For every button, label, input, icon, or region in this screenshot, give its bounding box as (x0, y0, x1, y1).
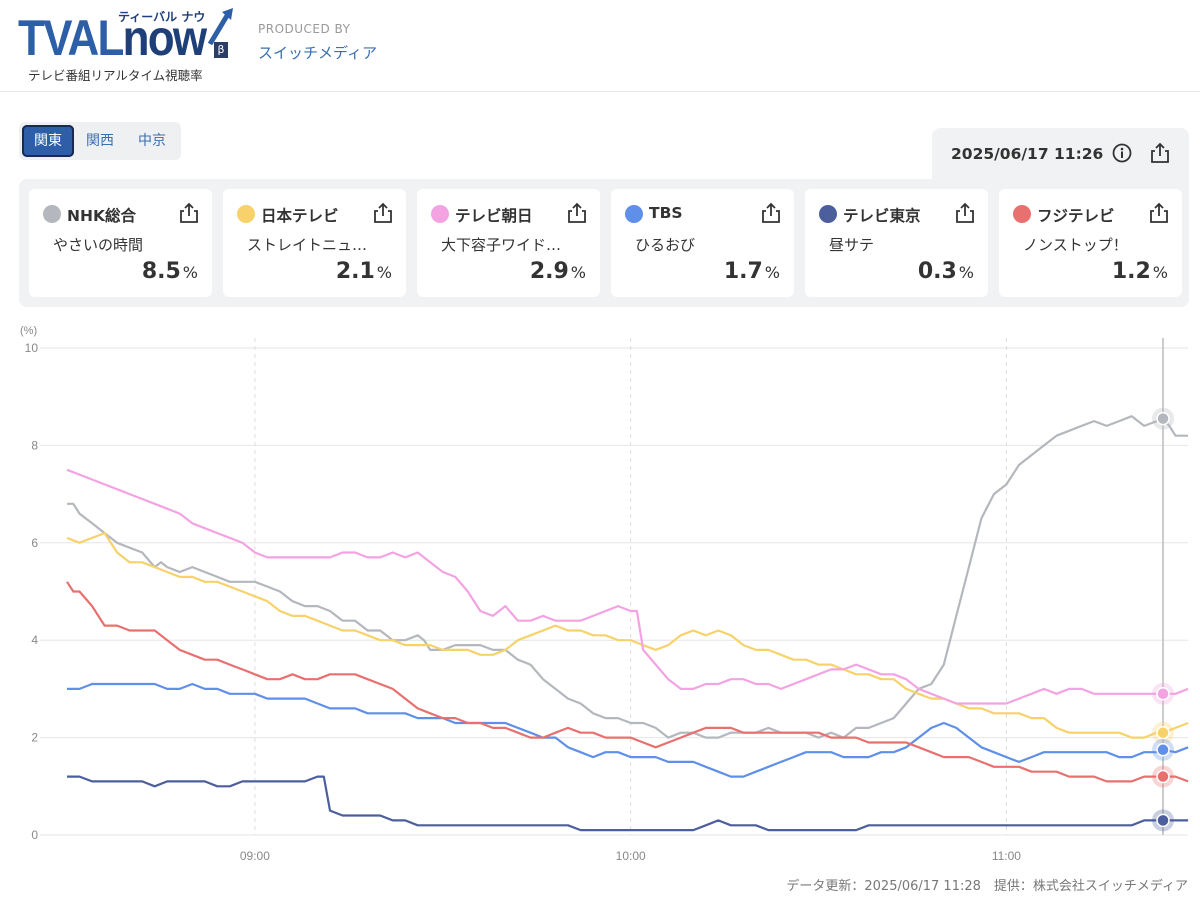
series-line-tv-asahi (66, 468, 1189, 705)
ratings-line-chart: 0 2 4 6 8 10 (%) 09:00 10:00 11:00 (20, 325, 1189, 863)
y-tick-label: 8 (31, 438, 38, 452)
program-title: やさいの時間 (53, 236, 144, 254)
channel-name: TBS (649, 204, 683, 222)
program-title: ノンストップ！ (1023, 236, 1128, 254)
channel-color-dot (43, 205, 61, 223)
share-icon[interactable] (760, 202, 782, 224)
y-tick-label: 2 (31, 731, 38, 745)
program-title: ひるおび (635, 236, 696, 254)
channel-card-ntv[interactable]: 日本テレビ ストレイトニュ… 2.1% (223, 189, 406, 297)
data-update-footer: データ更新：2025/06/17 11:28 提供：株式会社スイッチメディア (786, 879, 1188, 894)
channel-color-dot (237, 205, 255, 223)
program-title: 昼サテ (829, 236, 875, 254)
share-icon[interactable] (566, 202, 588, 224)
channel-card-nhk[interactable]: NHK総合 やさいの時間 8.5% (29, 189, 212, 297)
channel-name: フジテレビ (1037, 207, 1115, 225)
share-icon[interactable] (178, 202, 200, 224)
current-marker-ntv (1156, 725, 1170, 740)
channel-card-tbs[interactable]: TBS ひるおび 1.7% (611, 189, 794, 297)
ratings-panel (19, 179, 1189, 307)
y-tick-label: 10 (25, 341, 39, 355)
logo-wordmark: TVALnow (18, 10, 207, 66)
channel-card-tv-asahi[interactable]: テレビ朝日 大下容子ワイド… 2.9% (417, 189, 600, 297)
share-icon[interactable] (1149, 142, 1171, 164)
rating-value: 1.7% (723, 259, 780, 284)
current-marker-tv-tokyo (1156, 813, 1170, 828)
x-tick-label: 10:00 (616, 849, 646, 863)
channel-color-dot (1013, 205, 1031, 223)
logo-kana: ティーバル ナウ (118, 10, 206, 24)
channel-name: テレビ朝日 (455, 207, 533, 225)
channel-card-tv-tokyo[interactable]: テレビ東京 昼サテ 0.3% (805, 189, 988, 297)
series-line-tbs (67, 682, 1189, 778)
tab-chukyo[interactable]: 中京 (138, 133, 166, 149)
datetime-tab (932, 128, 1189, 188)
program-title: ストレイトニュ… (247, 236, 368, 254)
x-tick-label: 09:00 (240, 849, 270, 863)
series-line-tv-tokyo (67, 775, 1189, 832)
channel-card-fuji[interactable]: フジテレビ ノンストップ！ 1.2% (999, 189, 1182, 297)
y-tick-label: 6 (31, 536, 38, 550)
logo-beta-badge: β (214, 42, 228, 58)
y-axis-unit-label: (%) (20, 325, 37, 337)
current-marker-tv-asahi (1156, 687, 1170, 701)
series-line-nhk (67, 415, 1189, 739)
datetime-label: 2025/06/17 11:26 (951, 145, 1104, 163)
channel-name: NHK総合 (67, 207, 136, 225)
info-icon[interactable] (1112, 143, 1132, 163)
share-icon[interactable] (954, 202, 976, 224)
channel-color-dot (625, 205, 643, 223)
channel-cards: NHK総合 やさいの時間 8.5% 日本テレビ ストレイトニュ… 2.1% テレ… (29, 189, 1182, 297)
y-tick-label: 0 (31, 828, 38, 842)
channel-name: テレビ東京 (843, 207, 921, 225)
tab-kansai[interactable]: 関西 (86, 133, 114, 149)
produced-by-label: PRODUCED BY (258, 22, 351, 36)
region-tabs: 関東 関西 中京 (19, 122, 181, 160)
current-marker-fuji (1156, 769, 1170, 784)
rating-value: 8.5% (141, 259, 198, 284)
current-marker-nhk (1156, 411, 1170, 426)
tval-now-logo[interactable]: TVALnow ティーバル ナウ β テレビ番組リアルタイム視聴率 (18, 6, 233, 86)
share-icon[interactable] (1148, 202, 1170, 224)
x-tick-label: 11:00 (992, 849, 1021, 863)
share-icon[interactable] (372, 202, 394, 224)
channel-name: 日本テレビ (261, 207, 339, 225)
series-line-fuji (66, 581, 1189, 783)
logo-subtitle: テレビ番組リアルタイム視聴率 (28, 68, 203, 83)
rating-value: 2.1% (335, 259, 392, 284)
rating-value: 2.9% (529, 259, 586, 284)
program-title: 大下容子ワイド… (441, 236, 562, 254)
rating-value: 0.3% (917, 259, 974, 284)
logo-arrow-icon (207, 8, 233, 46)
current-marker-tbs (1156, 743, 1170, 757)
rating-value: 1.2% (1111, 259, 1168, 284)
channel-color-dot (431, 205, 449, 223)
producer-link[interactable]: スイッチメディア (258, 44, 377, 62)
y-tick-label: 4 (31, 633, 38, 647)
series-line-ntv (66, 532, 1189, 739)
tab-kanto[interactable]: 関東 (22, 125, 74, 157)
channel-color-dot (819, 205, 837, 223)
app-header: TVALnow ティーバル ナウ β テレビ番組リアルタイム視聴率 PRODUC… (0, 0, 1200, 92)
